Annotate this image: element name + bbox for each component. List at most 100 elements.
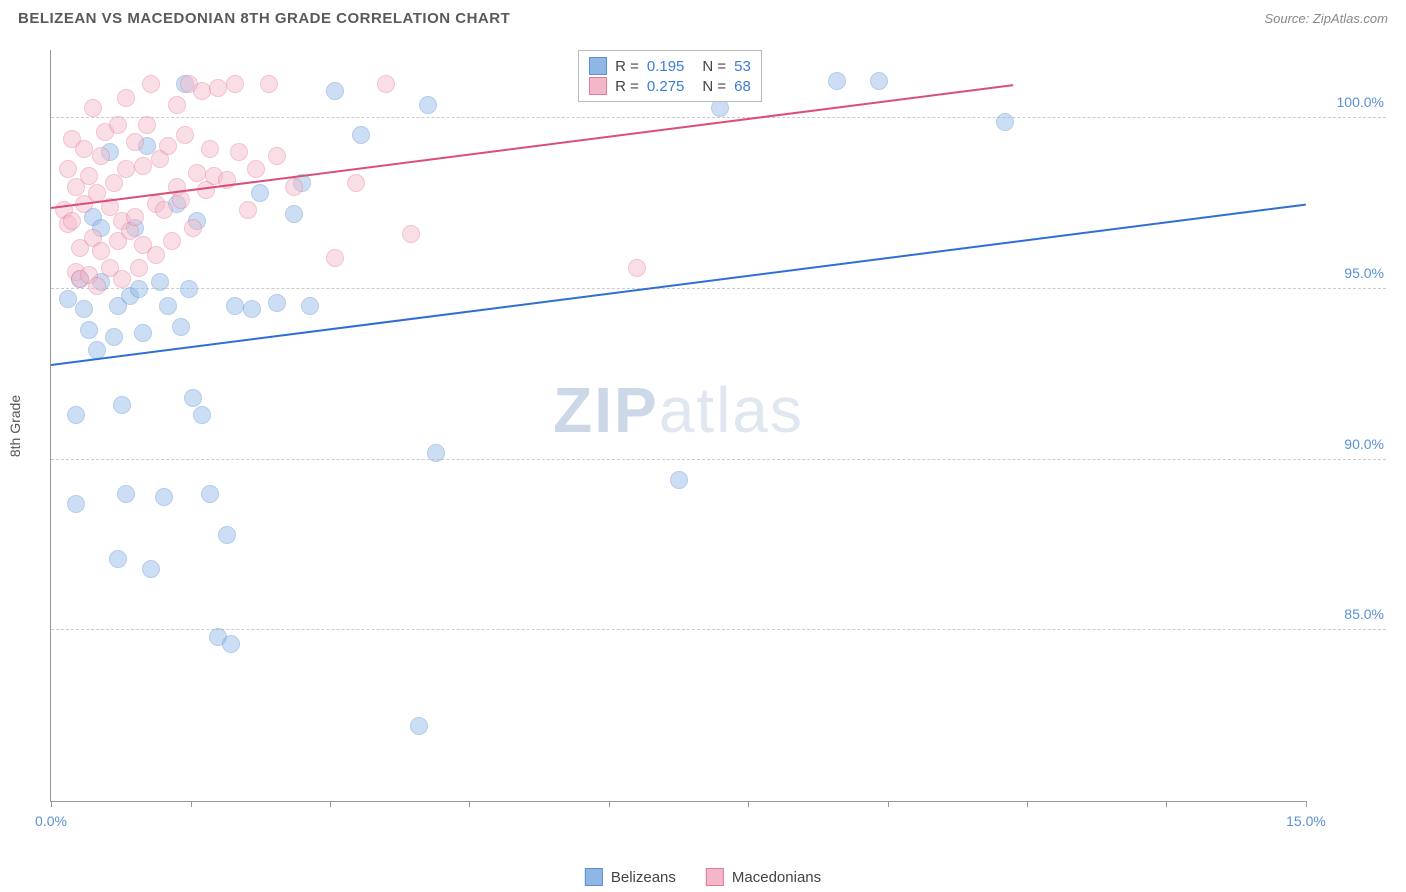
scatter-point [176, 126, 194, 144]
watermark: ZIPatlas [553, 373, 804, 447]
scatter-point [67, 406, 85, 424]
scatter-point [113, 396, 131, 414]
scatter-point [628, 259, 646, 277]
scatter-point [201, 140, 219, 158]
scatter-point [247, 160, 265, 178]
scatter-point [155, 488, 173, 506]
scatter-point [251, 184, 269, 202]
scatter-point [377, 75, 395, 93]
legend-item: Belizeans [585, 868, 676, 886]
scatter-point [226, 297, 244, 315]
scatter-point [142, 75, 160, 93]
legend-label: Macedonians [732, 869, 821, 886]
series-swatch [589, 57, 607, 75]
scatter-point [84, 99, 102, 117]
scatter-point [117, 160, 135, 178]
stat-n-value: 53 [734, 58, 751, 75]
scatter-point [218, 526, 236, 544]
scatter-point [188, 164, 206, 182]
scatter-point [352, 126, 370, 144]
gridline-h [51, 288, 1386, 289]
stat-n-value: 68 [734, 78, 751, 95]
scatter-point [67, 495, 85, 513]
scatter-point [410, 717, 428, 735]
scatter-point [80, 321, 98, 339]
scatter-point [59, 290, 77, 308]
x-tick [330, 801, 331, 807]
x-tick [1027, 801, 1028, 807]
y-tick-label: 100.0% [1314, 94, 1384, 110]
scatter-point [419, 96, 437, 114]
scatter-point [63, 212, 81, 230]
scatter-point [138, 116, 156, 134]
scatter-point [268, 294, 286, 312]
scatter-point [285, 178, 303, 196]
scatter-point [239, 201, 257, 219]
scatter-point [134, 324, 152, 342]
y-axis-label: 8th Grade [7, 394, 23, 456]
scatter-point [88, 277, 106, 295]
scatter-point [184, 219, 202, 237]
scatter-point [828, 72, 846, 90]
stats-row: R =0.195N =53 [589, 57, 751, 75]
scatter-point [59, 160, 77, 178]
scatter-point [130, 280, 148, 298]
scatter-point [193, 406, 211, 424]
scatter-point [172, 191, 190, 209]
gridline-h [51, 459, 1386, 460]
scatter-point [243, 300, 261, 318]
scatter-point [209, 79, 227, 97]
scatter-point [105, 328, 123, 346]
chart-header: BELIZEAN VS MACEDONIAN 8TH GRADE CORRELA… [0, 0, 1406, 33]
scatter-point [92, 147, 110, 165]
trend-line [51, 84, 1013, 209]
scatter-point [326, 82, 344, 100]
scatter-point [184, 389, 202, 407]
scatter-point [92, 242, 110, 260]
scatter-point [147, 246, 165, 264]
legend-swatch [706, 868, 724, 886]
x-tick-label: 0.0% [35, 813, 67, 829]
scatter-point [126, 133, 144, 151]
scatter-point [230, 143, 248, 161]
scatter-point [109, 116, 127, 134]
scatter-point [159, 297, 177, 315]
stat-r-value: 0.275 [647, 78, 685, 95]
scatter-point [193, 82, 211, 100]
scatter-point [870, 72, 888, 90]
y-tick-label: 85.0% [1314, 606, 1384, 622]
x-tick-label: 15.0% [1286, 813, 1326, 829]
scatter-point [75, 140, 93, 158]
scatter-point [130, 259, 148, 277]
scatter-point [159, 137, 177, 155]
stat-r-value: 0.195 [647, 58, 685, 75]
scatter-point [222, 635, 240, 653]
scatter-point [427, 444, 445, 462]
chart-source: Source: ZipAtlas.com [1264, 11, 1388, 26]
chart-title: BELIZEAN VS MACEDONIAN 8TH GRADE CORRELA… [18, 10, 510, 27]
stat-r-label: R = [615, 78, 639, 95]
x-tick [1306, 801, 1307, 807]
scatter-point [113, 270, 131, 288]
gridline-h [51, 629, 1386, 630]
scatter-point [168, 96, 186, 114]
scatter-point [996, 113, 1014, 131]
scatter-point [172, 318, 190, 336]
scatter-point [260, 75, 278, 93]
y-tick-label: 90.0% [1314, 436, 1384, 452]
scatter-point [117, 89, 135, 107]
scatter-point [126, 208, 144, 226]
scatter-point [75, 300, 93, 318]
x-tick [748, 801, 749, 807]
scatter-point [117, 485, 135, 503]
scatter-point [109, 550, 127, 568]
scatter-point [155, 201, 173, 219]
scatter-point [80, 167, 98, 185]
legend: Belizeans Macedonians [585, 868, 821, 886]
scatter-point [163, 232, 181, 250]
stat-n-label: N = [702, 78, 726, 95]
trend-line [51, 204, 1306, 366]
stats-box: R =0.195N =53 R = 0.275 N = 68 [578, 50, 762, 102]
x-tick [51, 801, 52, 807]
x-tick [888, 801, 889, 807]
